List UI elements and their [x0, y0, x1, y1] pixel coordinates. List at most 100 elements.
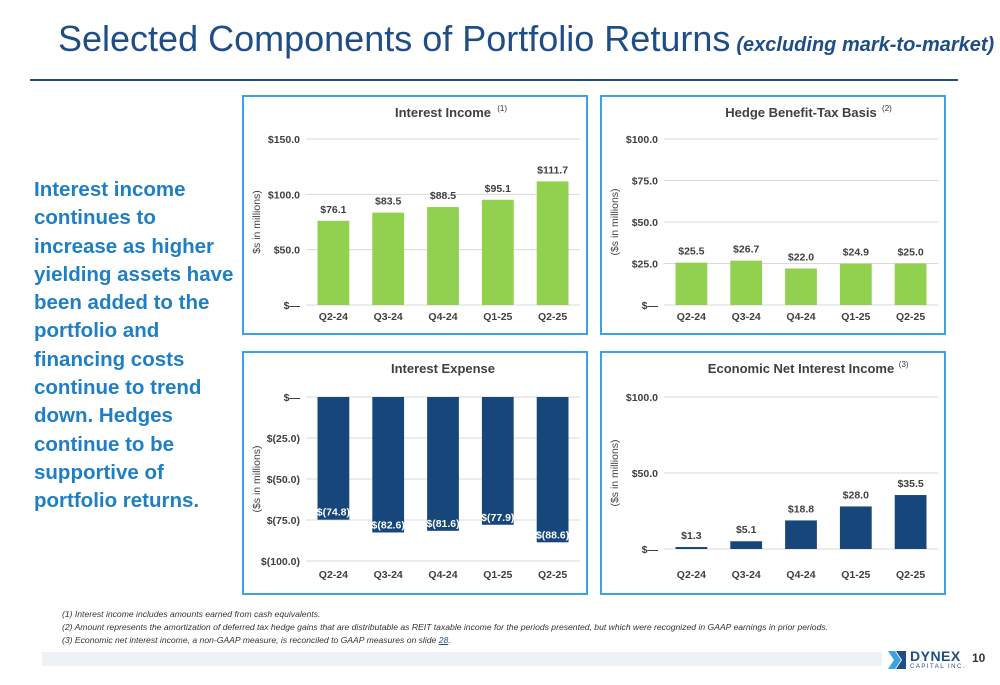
- bar-Q4-24: [427, 207, 459, 305]
- data-label: $76.1: [320, 204, 346, 216]
- chart-footnote-marker: (1): [497, 104, 507, 113]
- economic-nii-chart-panel: Economic Net Interest Income (3) $— $50.0 $1…: [600, 351, 946, 595]
- footnote-3-end: .: [448, 635, 451, 645]
- chart-title: Hedge Benefit-Tax Basis: [725, 105, 876, 120]
- y-tick-label: $(75.0): [267, 515, 300, 527]
- x-tick-label: Q1-25: [483, 311, 512, 323]
- data-label: $111.7: [537, 164, 568, 176]
- y-tick-label: $75.0: [632, 176, 658, 188]
- y-tick-label: $(100.0): [261, 556, 300, 568]
- bar-Q3-24: [372, 212, 405, 305]
- chart-title: Economic Net Interest Income: [708, 361, 894, 376]
- chart-svg-2: Interest Expense $— $(25.0) $(50.0) $(75.0) $…: [251, 361, 580, 581]
- commentary-text: Interest income continues to increase as…: [34, 178, 234, 513]
- data-label: $5.1: [736, 524, 757, 536]
- chart-svg-3: Economic Net Interest Income (3) $— $50.0 $1…: [609, 360, 938, 581]
- x-tick-label: Q4-24: [428, 569, 457, 581]
- footnote-2: (2) Amount represents the amortization o…: [62, 622, 829, 632]
- bar-Q2-24: [675, 547, 708, 549]
- footnote-1: (1) Interest income includes amounts ear…: [62, 609, 321, 619]
- y-tick-label: $—: [642, 300, 659, 312]
- footer-bar: [42, 652, 882, 666]
- x-tick-label: Q2-24: [677, 311, 706, 323]
- chart-svg-1: Hedge Benefit-Tax Basis (2) $— $25.0 $50.0 $7…: [609, 104, 938, 323]
- y-tick-label: $25.0: [632, 259, 658, 271]
- y-tick-label: $50.0: [632, 468, 658, 480]
- dynex-logo-icon: [888, 651, 906, 669]
- data-label: $26.7: [733, 244, 759, 256]
- data-label: $(74.8): [317, 507, 350, 519]
- data-label: $88.5: [430, 190, 456, 202]
- x-tick-label: Q3-24: [732, 569, 761, 581]
- y-axis-label: ($s in millions): [609, 439, 621, 506]
- y-axis-label: $s in millions): [251, 190, 263, 254]
- data-label: $1.3: [681, 530, 702, 542]
- bar-Q3-24: [372, 397, 405, 533]
- x-tick-label: Q2-24: [319, 569, 348, 581]
- bar-Q1-25: [839, 506, 872, 549]
- y-tick-label: $—: [284, 392, 301, 404]
- bar-Q2-24: [317, 220, 350, 305]
- data-label: $18.8: [788, 503, 814, 515]
- slide-28-link[interactable]: 28: [438, 635, 449, 645]
- footnotes: (1) Interest income includes amounts ear…: [62, 608, 942, 647]
- data-label: $(82.6): [372, 519, 405, 531]
- x-tick-label: Q4-24: [786, 569, 815, 581]
- bar-Q1-25: [481, 397, 514, 525]
- y-tick-label: $(50.0): [267, 474, 300, 486]
- y-tick-label: $(25.0): [267, 433, 300, 445]
- data-label: $(81.6): [426, 518, 459, 530]
- x-tick-label: Q2-25: [896, 311, 925, 323]
- x-tick-label: Q3-24: [374, 569, 403, 581]
- slide-title-main: Selected Components of Portfolio Returns: [58, 18, 731, 59]
- y-tick-label: $150.0: [268, 134, 300, 146]
- y-tick-label: $50.0: [632, 217, 658, 229]
- data-label: $(88.6): [536, 529, 569, 541]
- data-label: $25.5: [678, 246, 704, 258]
- x-tick-label: Q2-24: [319, 311, 348, 323]
- interest-expense-chart-panel: Interest Expense $— $(25.0) $(50.0) $(75.0) $…: [242, 351, 588, 595]
- x-tick-label: Q1-25: [841, 311, 870, 323]
- chart-title: Interest Expense: [391, 361, 495, 376]
- page-number: 10: [972, 651, 986, 665]
- data-label: $28.0: [843, 489, 869, 501]
- title-divider: [30, 79, 958, 81]
- chart-title: Interest Income: [395, 105, 491, 120]
- bar-Q4-24: [427, 397, 459, 531]
- bar-Q2-25: [536, 397, 569, 543]
- x-tick-label: Q2-25: [538, 569, 567, 581]
- data-label: $83.5: [375, 196, 401, 208]
- x-tick-label: Q1-25: [483, 569, 512, 581]
- data-label: $(77.9): [481, 512, 514, 524]
- x-tick-label: Q3-24: [732, 311, 761, 323]
- bar-Q2-24: [317, 397, 350, 520]
- bar-Q2-24: [675, 262, 708, 305]
- bar-Q2-25: [536, 181, 569, 305]
- slide-title: Selected Components of Portfolio Returns…: [58, 18, 994, 60]
- y-axis-label: ($s in millions): [609, 188, 621, 255]
- y-tick-label: $100.0: [626, 134, 658, 146]
- y-axis-label: ($s in millions): [251, 445, 263, 512]
- bar-Q4-24: [785, 520, 817, 549]
- slide-subtitle: (excluding mark-to-market): [736, 34, 995, 56]
- bar-Q4-24: [785, 268, 817, 305]
- y-tick-label: $—: [284, 300, 301, 312]
- data-label: $25.0: [897, 247, 923, 259]
- chart-footnote-marker: (3): [899, 360, 909, 369]
- data-label: $22.0: [788, 251, 814, 263]
- bar-Q3-24: [730, 260, 763, 305]
- y-tick-label: $—: [642, 544, 659, 556]
- x-tick-label: Q4-24: [428, 311, 457, 323]
- bar-Q3-24: [730, 541, 763, 549]
- bar-Q1-25: [481, 199, 514, 305]
- data-label: $24.9: [843, 247, 869, 259]
- bar-Q2-25: [894, 263, 927, 305]
- data-label: $95.1: [485, 183, 511, 195]
- y-tick-label: $50.0: [274, 245, 300, 257]
- logo-wordmark: DYNEX: [910, 648, 961, 664]
- x-tick-label: Q2-24: [677, 569, 706, 581]
- hedge-benefit-chart-panel: Hedge Benefit-Tax Basis (2) $— $25.0 $50.0 $7…: [600, 95, 946, 335]
- bar-Q1-25: [839, 263, 872, 305]
- x-tick-label: Q3-24: [374, 311, 403, 323]
- logo-subtext: CAPITAL INC.: [910, 664, 967, 670]
